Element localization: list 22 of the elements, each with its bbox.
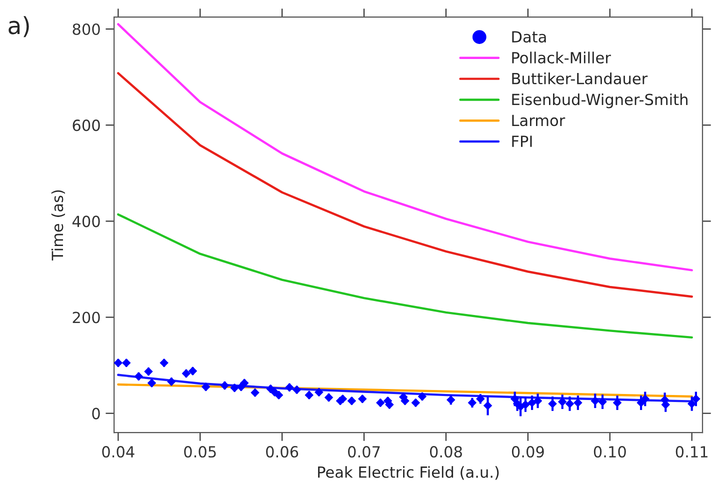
x-tick-label: 0.08 (430, 446, 462, 458)
y-tick-label: 200 (72, 312, 100, 324)
y-tick-label: 400 (72, 216, 100, 228)
x-tick-label: 0.10 (594, 446, 626, 458)
x-tick-label: 0.09 (512, 446, 544, 458)
x-tick-label: 0.05 (184, 446, 216, 458)
legend-label: FPI (512, 136, 532, 147)
legend-label: Larmor (512, 114, 566, 126)
x-tick-label: 0.04 (102, 446, 134, 458)
text: a) (8, 16, 29, 38)
x-tick-label: 0.06 (266, 446, 298, 458)
y-tick-label: 0 (92, 408, 100, 420)
legend-label: Data (512, 31, 546, 43)
x-tick-label: 0.11 (676, 446, 708, 458)
x-axis-title: Peak Electric Field (a.u.) (318, 466, 499, 480)
legend-label: Pollack-Miller (512, 52, 611, 64)
legend-label: Buttiker-Landauer (512, 72, 648, 84)
y-tick-label: 600 (72, 120, 100, 132)
x-tick-label: 0.07 (348, 446, 380, 458)
y-tick-label: 800 (72, 23, 100, 36)
y-axis-title: Time (as) (51, 190, 65, 261)
legend-label: Eisenbud-Wigner-Smith (512, 93, 688, 108)
